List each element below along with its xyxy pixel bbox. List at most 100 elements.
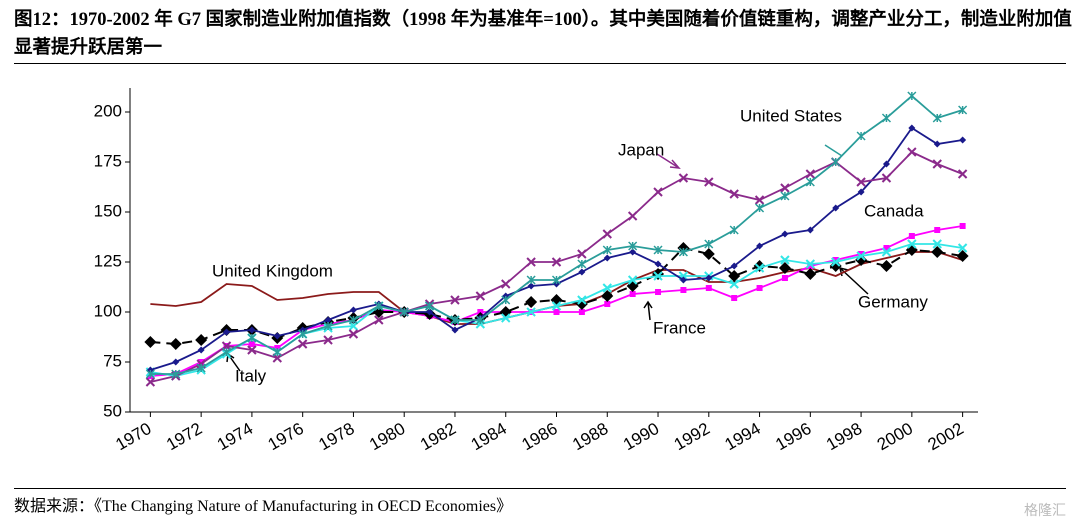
y-tick-label: 175 — [94, 151, 122, 170]
point — [374, 315, 384, 325]
point — [704, 177, 714, 187]
point — [578, 268, 586, 276]
point — [781, 230, 789, 238]
point — [755, 203, 765, 213]
rule — [14, 63, 1066, 64]
annotation: Germany — [858, 292, 928, 311]
point — [704, 239, 714, 249]
x-tick-label: 1996 — [772, 419, 814, 454]
point — [323, 321, 333, 331]
point — [501, 295, 511, 305]
point — [702, 248, 715, 260]
point — [602, 229, 612, 239]
point — [525, 296, 538, 308]
annotations — [226, 144, 869, 372]
point — [526, 257, 536, 267]
point — [551, 257, 562, 267]
watermark: 格隆汇 — [1024, 503, 1066, 519]
annotation: United Kingdom — [212, 261, 333, 280]
point — [678, 247, 688, 257]
point — [348, 329, 359, 339]
point — [780, 255, 790, 265]
title: 图12：1970-2002 年 G7 国家制造业附加值指数（1998 年为基准年… — [14, 10, 1072, 58]
point — [680, 287, 687, 293]
point — [198, 359, 205, 365]
point — [374, 301, 384, 311]
point — [932, 113, 942, 123]
point — [197, 346, 205, 354]
arrow — [643, 300, 653, 321]
point — [781, 275, 788, 281]
arrow — [824, 144, 843, 157]
x-tick-label: 2002 — [925, 419, 967, 454]
rule — [14, 488, 1066, 489]
point — [248, 341, 255, 347]
annotation: France — [653, 318, 706, 337]
point — [856, 131, 866, 141]
point — [298, 329, 308, 339]
point — [780, 183, 790, 193]
point — [602, 245, 612, 255]
series — [146, 124, 967, 374]
x-tick-label: 1990 — [620, 419, 662, 454]
point — [780, 191, 790, 201]
point — [273, 332, 281, 340]
point — [754, 263, 765, 273]
y-tick-label: 125 — [94, 251, 122, 270]
point — [856, 177, 866, 187]
point — [603, 254, 611, 262]
point — [171, 369, 181, 379]
point — [730, 262, 738, 270]
point — [932, 159, 942, 169]
point — [551, 301, 562, 311]
point — [653, 271, 663, 281]
arrow — [656, 153, 681, 169]
point — [678, 173, 689, 183]
point — [475, 291, 486, 301]
point — [297, 339, 308, 349]
point — [172, 358, 180, 366]
point — [602, 283, 612, 293]
point — [934, 227, 941, 233]
x-tick-label: 1994 — [722, 419, 764, 454]
point — [959, 223, 966, 229]
x-tick-label: 1978 — [315, 419, 357, 454]
point — [756, 242, 764, 250]
point — [527, 282, 535, 290]
point — [426, 308, 434, 316]
point — [323, 335, 333, 345]
y-tick-label: 150 — [94, 201, 122, 220]
point — [501, 279, 511, 289]
point — [629, 291, 636, 297]
point — [756, 285, 763, 291]
point — [959, 136, 967, 144]
x-tick-label: 1976 — [265, 419, 307, 454]
point — [778, 262, 791, 274]
point — [729, 279, 739, 289]
point — [399, 307, 409, 317]
x-tick-label: 1986 — [518, 419, 560, 454]
line — [150, 126, 963, 371]
point — [729, 225, 739, 235]
x-tick-label: 1998 — [823, 419, 865, 454]
point — [475, 315, 485, 325]
point — [628, 241, 638, 251]
annotation: Canada — [864, 201, 924, 220]
x-tick-label: 1974 — [214, 419, 256, 454]
point — [882, 160, 890, 168]
point — [907, 91, 917, 101]
annotation: Japan — [618, 140, 664, 159]
point — [348, 315, 358, 325]
point — [957, 243, 968, 253]
point — [705, 285, 712, 291]
x-tick-label: 1988 — [569, 419, 611, 454]
point — [627, 211, 638, 221]
point — [958, 105, 968, 115]
point — [805, 169, 816, 179]
point — [195, 334, 208, 346]
point — [831, 157, 841, 167]
line — [150, 94, 963, 375]
y-tick-label: 100 — [94, 301, 122, 320]
x-tick-label: 1970 — [112, 419, 154, 454]
